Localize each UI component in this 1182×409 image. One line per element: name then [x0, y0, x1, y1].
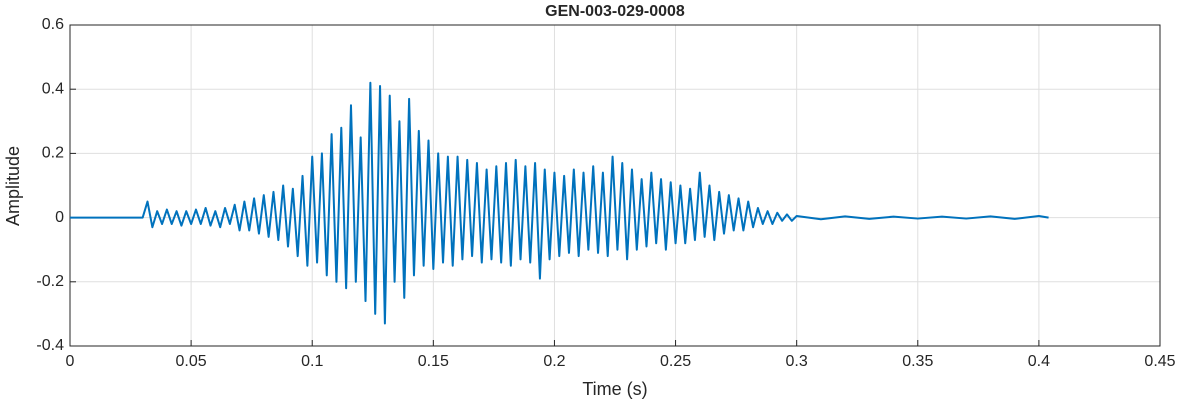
- axes-box: [69, 24, 1161, 347]
- x-tick-label: 0.4: [1028, 353, 1050, 370]
- x-tick-label: 0.25: [660, 353, 691, 370]
- x-tick-label: 0.35: [902, 353, 933, 370]
- y-tick-label: 0: [55, 209, 64, 226]
- y-tick-label: -0.2: [36, 273, 64, 290]
- x-tick-label: 0.05: [176, 353, 207, 370]
- x-tick-label: 0: [66, 353, 75, 370]
- waveform-line: [70, 81, 1049, 325]
- y-tick-label: 0.4: [42, 80, 64, 97]
- x-tick-label: 0.15: [418, 353, 449, 370]
- chart-title: GEN-003-029-0008: [545, 3, 685, 20]
- y-tick-label: 0.2: [42, 145, 64, 162]
- x-tick-label: 0.1: [301, 353, 323, 370]
- x-tick-label: 0.3: [786, 353, 808, 370]
- y-tick-label: 0.6: [42, 16, 64, 33]
- y-tick-label: -0.4: [36, 337, 64, 354]
- x-tick-label: 0.45: [1144, 353, 1175, 370]
- x-tick-label: 0.2: [543, 353, 565, 370]
- x-axis-label: Time (s): [582, 379, 647, 399]
- y-axis-label: Amplitude: [3, 146, 23, 226]
